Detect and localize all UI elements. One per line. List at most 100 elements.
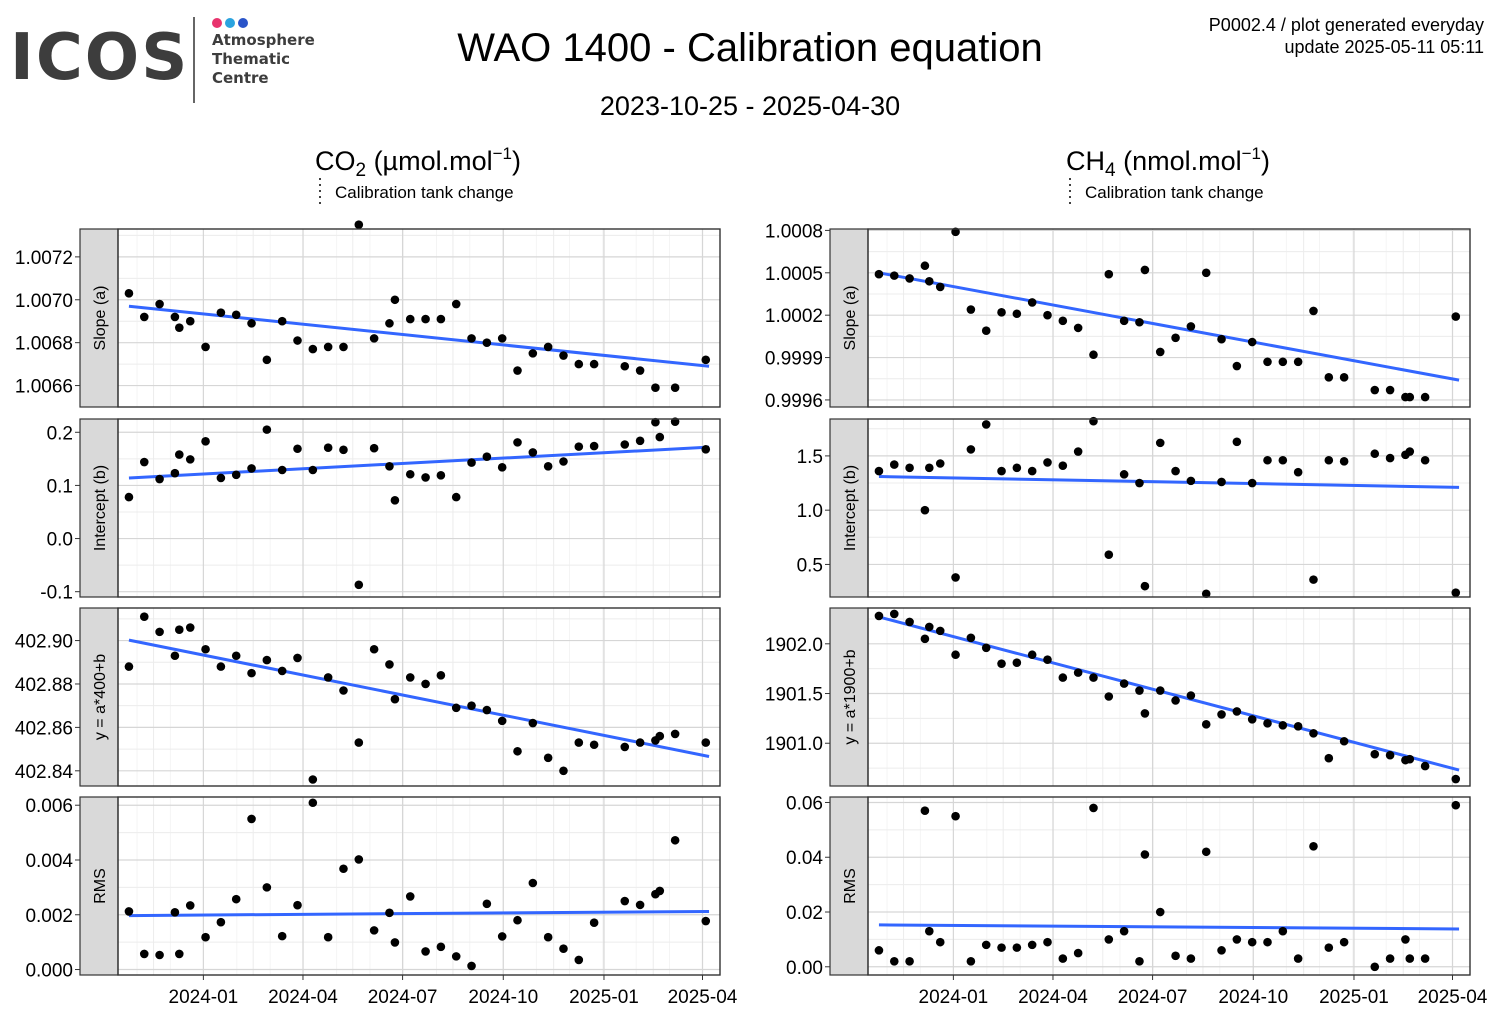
data-point [308, 465, 318, 475]
data-point [497, 932, 507, 941]
x-tick-label: 2025-01 [1319, 987, 1389, 1008]
data-point [174, 949, 184, 959]
data-point [1324, 455, 1334, 465]
data-point [1171, 333, 1180, 343]
data-point [155, 474, 164, 484]
data-point [185, 316, 195, 326]
data-point [247, 814, 256, 824]
data-point [620, 742, 630, 752]
data-point [170, 312, 180, 322]
data-point [354, 580, 364, 590]
data-point [981, 326, 991, 336]
data-point [1370, 749, 1380, 759]
data-point [174, 323, 184, 332]
data-point [293, 900, 302, 910]
data-point [1043, 655, 1052, 665]
data-point [421, 314, 430, 324]
panel-strip-label: Intercept (b) [842, 465, 859, 551]
data-point [1089, 350, 1098, 360]
data-point [635, 436, 645, 446]
data-point [124, 492, 134, 502]
panel-1: 0.9996 0.9999 1.0002 1.0005 1.0008 Slope (a) [765, 221, 1471, 412]
data-point [185, 455, 195, 464]
panel-background [868, 229, 1470, 407]
data-point [262, 655, 272, 665]
panel-strip-label: RMS [92, 868, 109, 904]
data-point [905, 274, 914, 283]
panel-strip [79, 607, 119, 787]
data-point [1232, 935, 1242, 944]
data-point [1401, 935, 1410, 944]
data-point [247, 464, 256, 473]
data-point [1104, 935, 1114, 944]
data-point [390, 495, 400, 505]
data-point [1217, 710, 1226, 719]
data-point [405, 314, 415, 324]
data-point [293, 444, 302, 454]
y-tick-label: 1.0002 [765, 306, 823, 327]
data-point [1370, 449, 1380, 459]
column-title: CO2 (µmol.mol−1) [315, 144, 521, 181]
data-point [155, 299, 164, 309]
panel-strip-label: y = a*1900+b [842, 649, 859, 744]
panel-1: 1.0066 1.0068 1.0070 1.0072 Slope (a) [15, 220, 721, 408]
panel-border [117, 418, 721, 598]
data-point [277, 465, 287, 475]
data-point [216, 662, 226, 671]
trend-line [878, 475, 1460, 489]
data-point [155, 950, 164, 960]
data-point [174, 625, 184, 635]
panel-background [118, 797, 720, 975]
data-point [390, 694, 400, 704]
trend-line [878, 271, 1460, 382]
y-tick-label: 0.5 [797, 555, 823, 576]
data-point [1278, 455, 1288, 465]
data-point [635, 738, 645, 747]
y-tick-label: 0.06 [786, 793, 823, 814]
panel-background [868, 419, 1470, 597]
y-tick-label: 0.9999 [765, 349, 823, 370]
data-point [308, 775, 318, 784]
data-point [139, 949, 149, 959]
data-point [1027, 466, 1037, 476]
panel-strip [79, 228, 119, 408]
data-point [1201, 268, 1211, 278]
data-point [405, 673, 415, 682]
data-point [620, 361, 630, 371]
panel-border [117, 607, 721, 787]
data-point [997, 659, 1006, 668]
x-tick-label: 2024-07 [368, 987, 438, 1008]
y-tick-label: 1.0005 [765, 264, 823, 285]
x-tick-label: 2024-10 [1218, 987, 1288, 1008]
data-point [528, 349, 538, 358]
data-point [1089, 673, 1098, 682]
data-point [920, 261, 930, 271]
data-point [339, 445, 348, 455]
data-point [201, 644, 210, 654]
data-point [589, 918, 599, 927]
x-tick-label: 2024-04 [1018, 987, 1088, 1008]
logo-dot [212, 18, 222, 28]
date-range: 2023-10-25 - 2025-04-30 [599, 91, 901, 121]
data-point [451, 492, 461, 502]
data-point [354, 738, 364, 747]
data-point [1012, 309, 1022, 319]
panel-background [868, 608, 1470, 786]
data-point [635, 366, 645, 375]
data-point [1043, 310, 1052, 320]
data-point [1027, 940, 1037, 950]
panel-strip [79, 418, 119, 598]
x-tick-label: 2025-04 [668, 987, 738, 1008]
y-tick-label: 0.006 [25, 796, 73, 817]
panel-2: -0.1 0.0 0.1 0.2 Intercept (b) [40, 417, 721, 604]
data-point [513, 438, 522, 447]
data-point [201, 437, 210, 446]
data-point [1420, 455, 1430, 465]
data-point [1104, 269, 1114, 279]
data-point [905, 957, 914, 966]
data-point [185, 623, 195, 632]
panel-border [867, 607, 1471, 787]
y-tick-label: 1901.5 [765, 685, 823, 706]
data-point [201, 342, 210, 352]
